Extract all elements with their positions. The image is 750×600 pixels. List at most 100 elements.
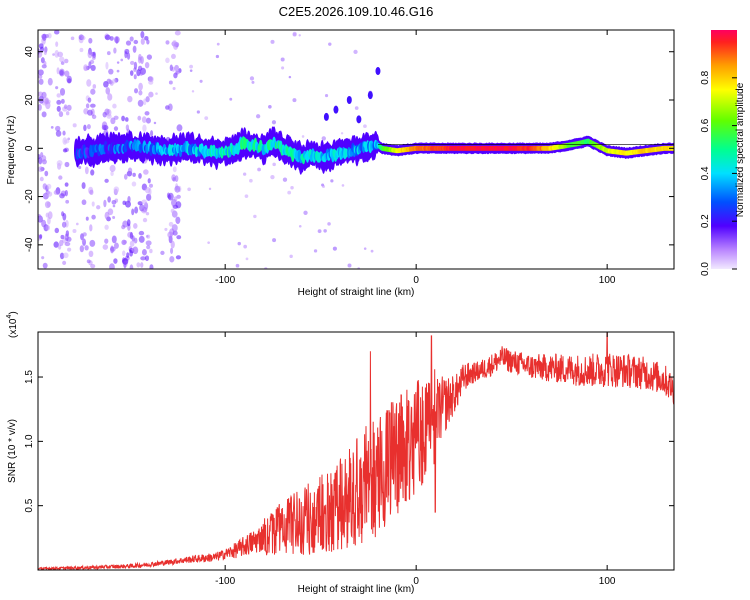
spectrogram-speckle — [56, 105, 61, 112]
spectrogram-speckle — [170, 53, 176, 59]
spectrogram-speckle — [341, 184, 345, 187]
spectrogram-speckle — [59, 252, 65, 260]
spectrogram-speckle — [38, 213, 41, 218]
spectrogram-speckle — [87, 50, 93, 59]
spectrogram-speckle — [47, 33, 52, 39]
spectrogram-speckle — [313, 249, 318, 253]
spectrogram-speckle — [127, 95, 133, 103]
colorbar-tick-label: 0.0 — [700, 262, 711, 276]
spectrogram-speckle — [87, 109, 93, 116]
spectrogram-speckle — [168, 221, 174, 227]
spectrogram-speckle — [105, 61, 109, 70]
spectrogram-speckle — [165, 57, 170, 64]
spectrogram-speckle — [41, 219, 47, 228]
spectrogram-speckle — [353, 49, 358, 55]
spectrogram-speckle — [46, 224, 50, 231]
spectrogram-speckle — [113, 242, 119, 249]
spectrogram-speckle — [196, 110, 200, 114]
spectrogram-speckle — [112, 103, 117, 109]
spectrogram-speckle — [242, 172, 247, 176]
spectrogram-speckle — [47, 216, 51, 225]
spectrogram-speckle — [134, 206, 139, 214]
spectrogram-speckle — [282, 177, 288, 182]
spectrogram-speckle — [90, 103, 96, 108]
spectrogram-speckle — [292, 98, 297, 103]
spectrogram-speckle — [169, 64, 173, 72]
spectrogram-ytick-label: -20 — [24, 189, 35, 204]
spectrogram-speckle — [38, 103, 42, 111]
spectrogram-speckle — [172, 166, 177, 173]
spectrogram-speckle — [272, 162, 276, 167]
snr-ticks: -100 0 100 0.5 1.0 1.5 — [24, 332, 674, 587]
figure-title: C2E5.2026.109.10.46.G16 — [279, 4, 434, 19]
spectrogram-speckle — [144, 61, 150, 69]
spectrogram-speckle — [237, 241, 241, 246]
spectrogram-speckle — [121, 224, 126, 230]
spectrogram-speckle — [134, 88, 139, 94]
spectrogram-speckle — [251, 80, 255, 84]
spectrogram-speckle — [84, 245, 89, 251]
spectrogram-speckle — [170, 247, 174, 254]
spectrogram-speckle — [133, 74, 137, 80]
spectrogram-speckle — [90, 263, 96, 269]
spectrogram-speckle — [363, 247, 367, 250]
spectrogram-speckle — [106, 114, 112, 119]
spectrogram-speckle — [66, 104, 72, 111]
spectrogram-speckle — [133, 39, 139, 45]
spectrogram-xlabel: Height of straight line (km) — [298, 287, 415, 298]
spectrogram-speckle — [91, 201, 95, 207]
spectrogram-speckle — [270, 39, 275, 44]
spectrogram-speckle — [125, 40, 132, 46]
spectrogram-speckle — [138, 173, 142, 179]
spectrogram-speckle — [83, 64, 88, 72]
spectrogram-speckle — [79, 245, 84, 253]
spectrogram-speckle — [113, 258, 118, 264]
spectrogram-speckle — [340, 132, 344, 135]
spectrogram-harmonic — [375, 67, 381, 76]
spectrogram-speckle — [170, 208, 175, 214]
spectrogram-speckle — [84, 166, 89, 175]
spectrogram-speckle — [148, 76, 154, 83]
spectrogram-speckle — [116, 69, 120, 73]
spectrogram-speckle — [88, 37, 93, 44]
spectrogram-speckle — [101, 121, 108, 129]
spectrogram-speckle — [280, 57, 285, 62]
spectrogram-speckle — [165, 40, 170, 45]
spectrogram-speckle — [96, 205, 101, 210]
spectrogram-speckle — [107, 93, 113, 101]
spectrogram-speckle — [110, 171, 114, 176]
spectrogram-speckle — [53, 241, 59, 248]
spectrogram-frame — [37, 29, 675, 270]
spectrogram-speckle — [60, 61, 65, 65]
spectrogram-speckle — [303, 210, 308, 215]
spectrogram-speckle — [153, 121, 157, 125]
snr-ylabel: SNR (10 * v/v) — [7, 419, 18, 483]
spectrogram-speckle — [76, 222, 79, 226]
spectrogram-speckle — [216, 42, 220, 46]
spectrogram-speckle — [109, 263, 115, 269]
spectrogram-ylabel: Frequency (Hz) — [6, 116, 17, 185]
spectrogram-harmonic — [356, 115, 362, 124]
spectrogram-speckle — [172, 87, 176, 91]
spectrogram-speckle — [172, 39, 178, 48]
spectrogram-speckle — [72, 123, 77, 128]
spectrogram-speckle — [64, 233, 69, 242]
spectrogram-speckle — [104, 34, 111, 41]
spectrogram-speckle — [127, 195, 131, 203]
spectrogram-speckle — [330, 179, 334, 183]
spectrogram-speckle — [229, 97, 233, 101]
spectrogram-speckle — [170, 240, 175, 249]
spectrogram-speckle — [110, 246, 116, 252]
spectrogram-speckle — [207, 241, 210, 244]
spectrogram-speckle — [113, 47, 117, 54]
spectrogram-speckle — [64, 104, 68, 109]
spectrogram-speckle — [249, 76, 255, 81]
spectrogram-speckle — [43, 97, 50, 105]
spectrogram-speckle — [59, 56, 65, 63]
snr-ytick-label: 1.5 — [24, 370, 35, 384]
spectrogram-speckle — [45, 212, 49, 218]
spectrogram-speckle — [55, 130, 62, 137]
spectrogram-speckle — [174, 30, 181, 36]
spectrogram-speckle — [78, 165, 82, 170]
spectrogram-speckle — [89, 239, 96, 247]
